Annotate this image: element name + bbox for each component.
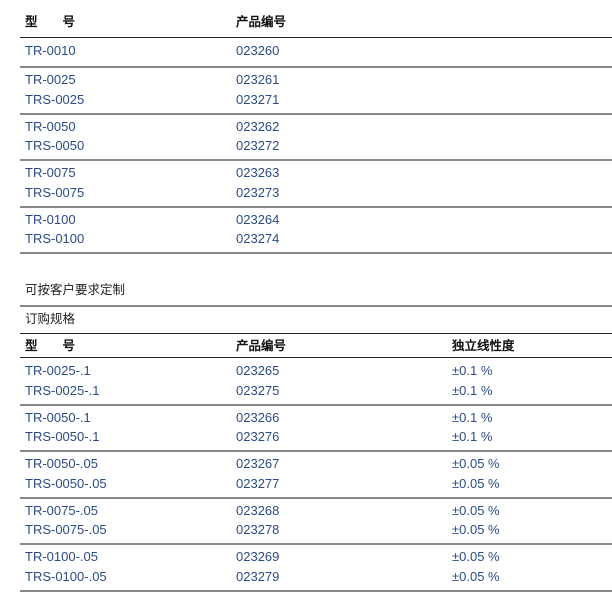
cell-product-code: 023263 bbox=[236, 165, 280, 180]
cell-product-code: 023273 bbox=[236, 184, 280, 200]
cell-model: TRS-0025-.1 bbox=[25, 382, 100, 398]
cell-product-code: 023272 bbox=[236, 138, 280, 153]
cell-model: TR-0075-.05 bbox=[25, 502, 98, 518]
cell-linearity: ±0.1 % bbox=[452, 363, 493, 378]
cell-product-code: 023274 bbox=[236, 231, 280, 246]
cell-product-code: 023268 bbox=[236, 502, 280, 518]
row-divider bbox=[20, 589, 612, 592]
cell-linearity: ±0.05 % bbox=[452, 522, 500, 537]
cell-model: TRS-0050-.05 bbox=[25, 475, 107, 491]
row-divider bbox=[20, 450, 612, 452]
row-divider bbox=[20, 543, 612, 545]
cell-model: TR-0025 bbox=[25, 72, 76, 87]
cell-product-code: 023279 bbox=[236, 568, 280, 584]
row-divider bbox=[20, 112, 612, 115]
header-divider bbox=[20, 357, 612, 358]
cell-linearity: ±0.1 % bbox=[452, 382, 493, 398]
cell-linearity: ±0.05 % bbox=[452, 568, 500, 584]
cell-linearity: ±0.05 % bbox=[452, 549, 500, 564]
row-divider bbox=[20, 66, 612, 68]
cell-product-code: 023262 bbox=[236, 118, 280, 134]
cell-model: TR-0025-.1 bbox=[25, 363, 91, 378]
cell-model: TRS-0075-.05 bbox=[25, 522, 107, 537]
column-header-linearity: 独立线性度 bbox=[452, 338, 515, 353]
divider bbox=[20, 305, 612, 307]
cell-model: TRS-0075 bbox=[25, 184, 85, 200]
cell-linearity: ±0.05 % bbox=[452, 502, 500, 518]
column-header-product-code: 产品编号 bbox=[236, 14, 287, 29]
cell-product-code: 023267 bbox=[236, 456, 280, 471]
row-divider bbox=[20, 252, 612, 254]
column-header-product-code: 产品编号 bbox=[236, 338, 287, 353]
cell-product-code: 023266 bbox=[236, 409, 280, 425]
cell-model: TRS-0100 bbox=[25, 231, 85, 246]
cell-model: TR-0050-.05 bbox=[25, 456, 98, 471]
header-divider bbox=[20, 37, 612, 38]
cell-product-code: 023278 bbox=[236, 522, 280, 537]
cell-product-code: 023261 bbox=[236, 72, 280, 87]
cell-model: TRS-0050-.1 bbox=[25, 429, 100, 444]
row-divider bbox=[20, 159, 612, 161]
order-spec-title: 订购规格 bbox=[25, 311, 76, 326]
column-header-model: 型 号 bbox=[25, 14, 76, 29]
cell-model: TR-0075 bbox=[25, 165, 76, 180]
cell-product-code: 023271 bbox=[236, 91, 280, 107]
divider bbox=[20, 333, 612, 334]
cell-product-code: 023269 bbox=[236, 549, 280, 564]
cell-model: TRS-0025 bbox=[25, 91, 85, 107]
cell-product-code: 023265 bbox=[236, 363, 280, 378]
cell-product-code: 023260 bbox=[236, 43, 280, 58]
cell-linearity: ±0.1 % bbox=[452, 409, 493, 425]
cell-model: TR-0010 bbox=[25, 43, 76, 58]
cell-model: TRS-0050 bbox=[25, 138, 85, 153]
column-header-model: 型 号 bbox=[25, 338, 76, 353]
cell-product-code: 023275 bbox=[236, 382, 280, 398]
row-divider bbox=[20, 496, 612, 499]
cell-product-code: 023264 bbox=[236, 211, 280, 227]
cell-model: TR-0050-.1 bbox=[25, 409, 91, 425]
cell-model: TR-0050 bbox=[25, 118, 76, 134]
cell-linearity: ±0.05 % bbox=[452, 475, 500, 491]
cell-model: TR-0100-.05 bbox=[25, 549, 98, 564]
custom-note: 可按客户要求定制 bbox=[25, 282, 126, 297]
cell-model: TRS-0100-.05 bbox=[25, 568, 107, 584]
cell-linearity: ±0.1 % bbox=[452, 429, 493, 444]
row-divider bbox=[20, 403, 612, 406]
row-divider bbox=[20, 205, 612, 208]
cell-model: TR-0100 bbox=[25, 211, 76, 227]
cell-product-code: 023276 bbox=[236, 429, 280, 444]
cell-product-code: 023277 bbox=[236, 475, 280, 491]
cell-linearity: ±0.05 % bbox=[452, 456, 500, 471]
